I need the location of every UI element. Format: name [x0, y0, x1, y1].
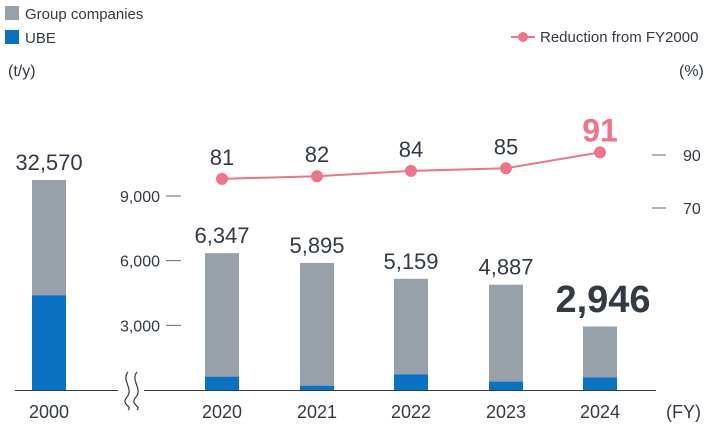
bar-ube-2024 — [583, 377, 617, 390]
bar-group-companies-2020 — [205, 253, 239, 377]
axis-break-icon — [118, 366, 144, 411]
bar-ube-2000 — [32, 295, 66, 390]
reduction-point-2024 — [594, 146, 606, 159]
category-label-2022: 2022 — [391, 402, 431, 422]
bar-total-label-2022: 5,159 — [383, 249, 438, 274]
category-label-2000: 2000 — [29, 402, 69, 422]
legend-swatch-ube — [5, 30, 19, 44]
bar-total-label-2020: 6,347 — [194, 223, 249, 248]
bar-ube-2022 — [394, 374, 428, 390]
bar-group-companies-2022 — [394, 278, 428, 375]
category-label-2024: 2024 — [580, 402, 620, 422]
left-axis-ticks: 3,000 6,000 9,000 — [120, 189, 181, 335]
reduction-label-2024: 91 — [582, 112, 618, 148]
bar-ube-2020 — [205, 376, 239, 390]
reduction-line: 81 82 84 85 91 — [210, 112, 618, 185]
bar-total-label-2021: 5,895 — [289, 233, 344, 258]
right-axis-unit: (%) — [679, 63, 704, 80]
bar-total-label-2024: 2,946 — [555, 279, 650, 321]
reduction-label-2021: 82 — [305, 142, 329, 167]
y-tick-label: 9,000 — [120, 189, 160, 206]
reduction-label-2020: 81 — [210, 145, 234, 170]
bar-group-companies-2023 — [489, 284, 523, 382]
reduction-label-2023: 85 — [494, 134, 518, 159]
legend-marker-reduction — [518, 32, 528, 42]
bar-total-label-2023: 4,887 — [478, 255, 533, 280]
y-tick-label: 6,000 — [120, 254, 160, 271]
legend-swatch-group-companies — [5, 6, 19, 20]
category-labels: 2000 2020 2021 2022 2023 2024 — [29, 402, 620, 422]
legend-label-reduction: Reduction from FY2000 — [540, 29, 698, 46]
bar-group-companies-2021 — [300, 262, 334, 386]
reduction-point-2023 — [500, 162, 512, 175]
reduction-point-2021 — [311, 170, 323, 183]
left-axis-unit: (t/y) — [8, 63, 36, 80]
bars: 32,570 6,347 5,895 5,159 4,887 2,946 — [15, 150, 651, 390]
bar-total-label-2000: 32,570 — [15, 150, 82, 175]
right-axis-ticks: 70 90 — [652, 148, 701, 218]
y2-tick-label: 70 — [683, 201, 701, 218]
bar-ube-2021 — [300, 385, 334, 390]
bar-ube-2023 — [489, 381, 523, 390]
legend-label-ube: UBE — [25, 30, 56, 47]
y2-tick-label: 90 — [683, 148, 701, 165]
bar-group-companies-2024 — [583, 326, 617, 378]
reduction-point-2022 — [405, 164, 417, 177]
category-label-2023: 2023 — [486, 402, 526, 422]
legend-label-group-companies: Group companies — [25, 6, 143, 23]
bar-group-companies-2000 — [32, 180, 66, 296]
x-axis-unit: (FY) — [666, 402, 701, 422]
category-label-2021: 2021 — [297, 402, 337, 422]
reduction-point-2020 — [216, 172, 228, 185]
category-label-2020: 2020 — [202, 402, 242, 422]
y-tick-label: 3,000 — [120, 318, 160, 335]
reduction-label-2022: 84 — [399, 137, 423, 162]
